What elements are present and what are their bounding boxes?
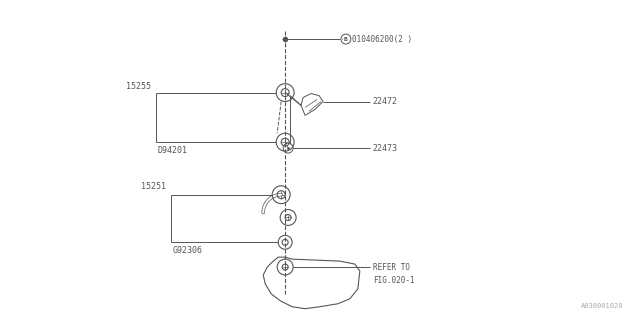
Text: G92306: G92306 [173,246,203,255]
Text: 15255: 15255 [125,82,151,91]
Text: 22472: 22472 [372,97,398,106]
Text: B: B [344,36,348,42]
Text: REFER TO
FIG.020-1: REFER TO FIG.020-1 [372,263,414,284]
Text: 15251: 15251 [141,182,166,191]
Text: D94201: D94201 [157,146,188,155]
Text: 22473: 22473 [372,144,398,153]
Text: A030001020: A030001020 [581,303,623,309]
Text: 010406200(2 ): 010406200(2 ) [352,35,412,44]
